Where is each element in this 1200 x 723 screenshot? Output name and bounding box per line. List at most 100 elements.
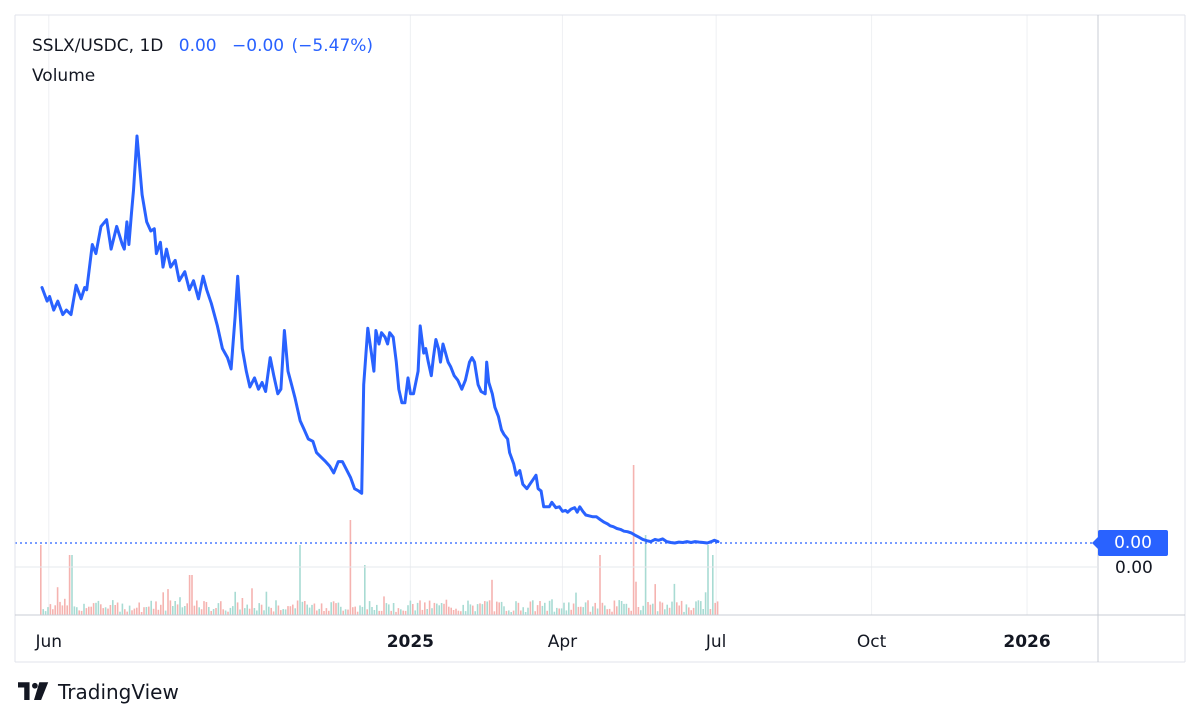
volume-bar (104, 607, 107, 615)
volume-bar (659, 601, 661, 615)
volume-bar (407, 605, 409, 615)
x-tick-2026: 2026 (1003, 632, 1050, 652)
volume-bar (692, 607, 695, 615)
volume-bar (152, 608, 155, 615)
volume-bar (220, 601, 222, 615)
volume-bar (616, 606, 618, 615)
volume-bar (287, 606, 289, 615)
volume-bar (332, 601, 335, 615)
volume-bar (275, 600, 277, 615)
volume-bar (366, 609, 368, 615)
volume-bar (203, 601, 205, 615)
interval-label[interactable]: 1D (139, 36, 164, 56)
volume-bar (258, 603, 260, 615)
volume-bar (352, 607, 354, 615)
symbol-label[interactable]: SSLX/USDC (32, 36, 129, 56)
volume-bar (577, 606, 580, 615)
volume-bar (174, 601, 176, 615)
volume-bar (299, 545, 301, 615)
volume-bar (234, 591, 236, 615)
volume-bar (47, 607, 49, 615)
volume-bar (164, 610, 167, 615)
volume-bar (371, 607, 373, 615)
volume-bar (296, 600, 299, 615)
volume-bar (503, 606, 505, 615)
volume-bar (73, 606, 76, 615)
volume-bar (359, 605, 361, 615)
volume-bar (364, 565, 366, 615)
volume-bar (529, 601, 532, 615)
volume-bar (356, 611, 359, 615)
volume-bar (522, 607, 524, 615)
price-change-value: −0.00 (232, 36, 285, 56)
volume-bar (217, 603, 220, 615)
volume-bar (424, 602, 426, 615)
volume-bar (702, 609, 704, 615)
volume-bar (150, 600, 152, 615)
volume-bar (378, 610, 380, 615)
volume-bar (169, 600, 172, 615)
volume-bar (580, 606, 582, 615)
volume-bar (337, 602, 340, 615)
volume-bar (335, 603, 337, 615)
volume-bar (709, 609, 712, 615)
volume-bar (428, 600, 431, 615)
volume-bar (613, 600, 616, 615)
volume-bar (695, 601, 697, 615)
volume-bar (673, 583, 676, 615)
volume-bar (486, 601, 488, 615)
volume-bar (282, 609, 284, 615)
volume-bar (704, 592, 707, 615)
volume-bar (248, 608, 251, 615)
volume-bar (548, 600, 551, 615)
volume-bar (56, 587, 59, 615)
volume-bar (90, 606, 92, 615)
volume-bar (376, 604, 378, 615)
tradingview-logo-icon (18, 682, 49, 700)
branding-text: TradingView (58, 680, 179, 704)
volume-bar (100, 604, 102, 615)
volume-bar (196, 600, 198, 615)
volume-bar (575, 592, 577, 615)
volume-bar (644, 535, 647, 615)
volume-bar (652, 603, 654, 615)
volume-bar (330, 602, 332, 615)
volume-bar (498, 602, 500, 615)
volume-bar (42, 609, 44, 615)
volume-bar (114, 605, 116, 615)
volume-bar (133, 608, 136, 615)
volume-bar (354, 606, 356, 615)
tradingview-branding[interactable]: TradingView (18, 680, 179, 704)
volume-bar (474, 611, 476, 615)
volume-bar (256, 610, 258, 615)
volume-bar (71, 555, 73, 615)
volume-bar (493, 611, 496, 615)
volume-bar (284, 609, 287, 615)
volume-bar (664, 609, 666, 615)
volume-bar (620, 601, 623, 615)
volume-bar (344, 609, 347, 615)
volume-bar (236, 602, 239, 615)
last-price-tag: 0.00 (1092, 530, 1168, 556)
volume-bar (560, 608, 563, 615)
volume-bar (426, 609, 428, 615)
volume-bar (640, 610, 642, 615)
volume-label: Volume (32, 66, 96, 86)
volume-bar (678, 605, 680, 615)
volume-bar (604, 605, 606, 615)
volume-bar (342, 610, 344, 615)
volume-bar (440, 603, 443, 615)
volume-bar (688, 607, 690, 615)
volume-bar (488, 600, 491, 615)
volume-bar (325, 608, 328, 615)
volume-bar (524, 612, 527, 615)
volume-bar (457, 610, 460, 615)
volume-bar (565, 610, 568, 615)
volume-bar (308, 607, 311, 615)
x-tick-apr: Apr (548, 632, 577, 652)
volume-bar (572, 603, 575, 615)
volume-bar (328, 610, 330, 615)
volume-bar (392, 603, 395, 615)
volume-bar (512, 610, 515, 615)
